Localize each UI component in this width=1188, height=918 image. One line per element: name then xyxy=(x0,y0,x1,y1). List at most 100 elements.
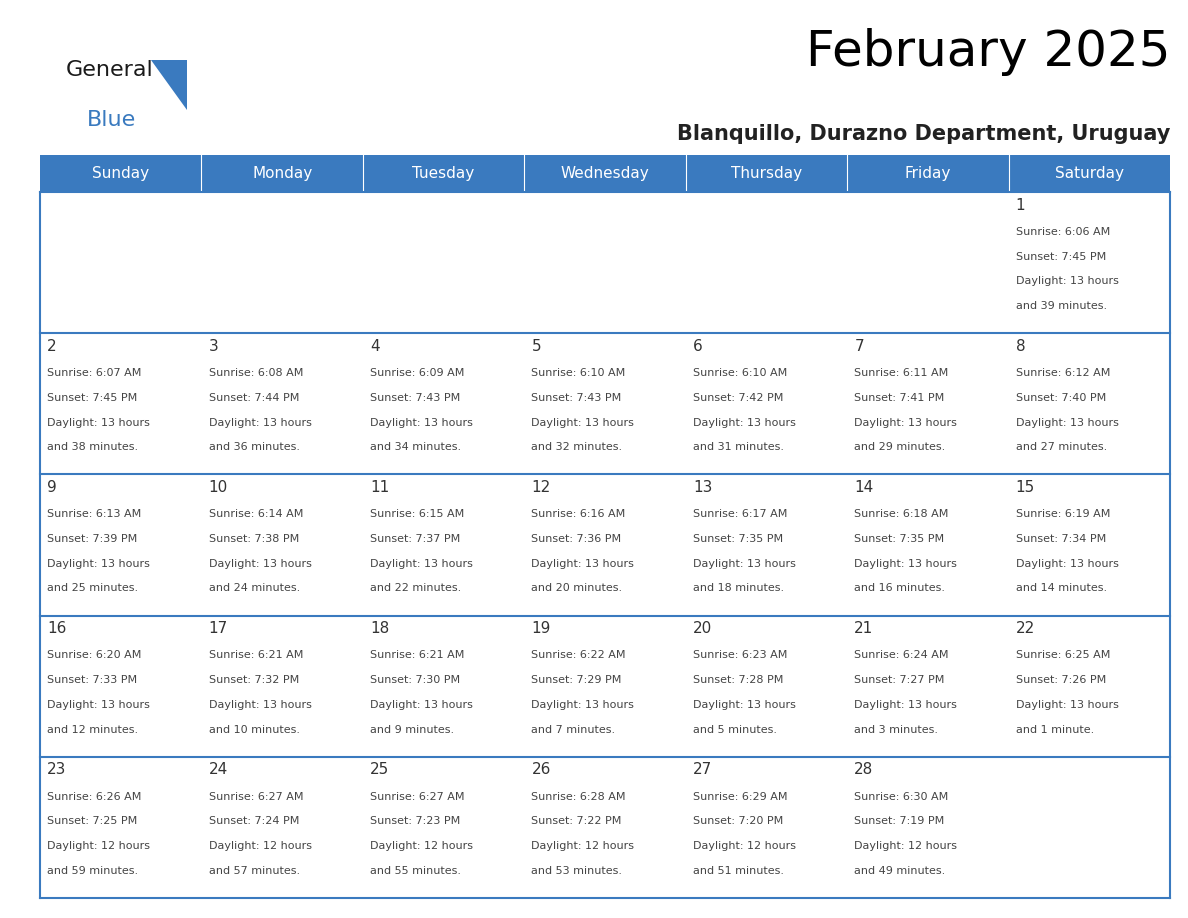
Text: 13: 13 xyxy=(693,480,713,495)
Bar xyxy=(524,192,685,333)
Text: Sunset: 7:29 PM: Sunset: 7:29 PM xyxy=(531,676,621,685)
Bar xyxy=(40,333,202,475)
Text: 7: 7 xyxy=(854,339,864,353)
Text: and 1 minute.: and 1 minute. xyxy=(1016,724,1094,734)
Bar xyxy=(1009,616,1170,756)
Text: Sunrise: 6:06 AM: Sunrise: 6:06 AM xyxy=(1016,227,1110,237)
Text: and 49 minutes.: and 49 minutes. xyxy=(854,866,946,876)
Text: and 12 minutes.: and 12 minutes. xyxy=(48,724,138,734)
Text: Sunrise: 6:30 AM: Sunrise: 6:30 AM xyxy=(854,791,948,801)
Text: Sunrise: 6:26 AM: Sunrise: 6:26 AM xyxy=(48,791,141,801)
Text: 1: 1 xyxy=(1016,197,1025,212)
Text: and 39 minutes.: and 39 minutes. xyxy=(1016,301,1107,311)
Text: Daylight: 13 hours: Daylight: 13 hours xyxy=(854,418,958,428)
Text: Daylight: 13 hours: Daylight: 13 hours xyxy=(854,559,958,569)
Text: and 18 minutes.: and 18 minutes. xyxy=(693,584,784,593)
Bar xyxy=(202,192,362,333)
Text: and 9 minutes.: and 9 minutes. xyxy=(369,724,454,734)
Text: February 2025: February 2025 xyxy=(805,28,1170,75)
Bar xyxy=(524,155,685,192)
Bar xyxy=(524,475,685,616)
Text: Daylight: 13 hours: Daylight: 13 hours xyxy=(854,700,958,710)
Bar xyxy=(1009,333,1170,475)
Bar xyxy=(40,192,202,333)
Text: Sunrise: 6:24 AM: Sunrise: 6:24 AM xyxy=(854,651,949,660)
Text: 22: 22 xyxy=(1016,621,1035,636)
Text: and 16 minutes.: and 16 minutes. xyxy=(854,584,946,593)
Text: and 3 minutes.: and 3 minutes. xyxy=(854,724,939,734)
Text: and 7 minutes.: and 7 minutes. xyxy=(531,724,615,734)
Text: Sunset: 7:35 PM: Sunset: 7:35 PM xyxy=(693,534,783,544)
Text: Daylight: 13 hours: Daylight: 13 hours xyxy=(369,418,473,428)
Text: 28: 28 xyxy=(854,762,873,778)
Text: 15: 15 xyxy=(1016,480,1035,495)
Text: Sunrise: 6:22 AM: Sunrise: 6:22 AM xyxy=(531,651,626,660)
Text: Sunrise: 6:23 AM: Sunrise: 6:23 AM xyxy=(693,651,788,660)
Text: and 20 minutes.: and 20 minutes. xyxy=(531,584,623,593)
Text: Sunrise: 6:28 AM: Sunrise: 6:28 AM xyxy=(531,791,626,801)
Text: Daylight: 12 hours: Daylight: 12 hours xyxy=(48,841,150,851)
Text: Sunset: 7:24 PM: Sunset: 7:24 PM xyxy=(209,816,299,826)
Text: Daylight: 13 hours: Daylight: 13 hours xyxy=(531,559,634,569)
Text: and 32 minutes.: and 32 minutes. xyxy=(531,442,623,453)
Text: Sunrise: 6:09 AM: Sunrise: 6:09 AM xyxy=(369,368,465,378)
Bar xyxy=(524,756,685,898)
Text: Sunset: 7:43 PM: Sunset: 7:43 PM xyxy=(369,393,460,403)
Text: Friday: Friday xyxy=(905,166,952,181)
Text: Saturday: Saturday xyxy=(1055,166,1124,181)
Text: and 24 minutes.: and 24 minutes. xyxy=(209,584,299,593)
Bar xyxy=(847,756,1009,898)
Text: 4: 4 xyxy=(369,339,380,353)
Text: 18: 18 xyxy=(369,621,390,636)
Bar xyxy=(202,475,362,616)
Text: 11: 11 xyxy=(369,480,390,495)
Text: Thursday: Thursday xyxy=(731,166,802,181)
Bar xyxy=(1009,192,1170,333)
Bar xyxy=(40,756,202,898)
Text: Sunset: 7:36 PM: Sunset: 7:36 PM xyxy=(531,534,621,544)
Text: Sunrise: 6:15 AM: Sunrise: 6:15 AM xyxy=(369,509,465,520)
Text: Sunset: 7:32 PM: Sunset: 7:32 PM xyxy=(209,676,299,685)
Text: Daylight: 13 hours: Daylight: 13 hours xyxy=(369,559,473,569)
Text: Sunrise: 6:07 AM: Sunrise: 6:07 AM xyxy=(48,368,141,378)
Bar xyxy=(524,333,685,475)
Text: and 55 minutes.: and 55 minutes. xyxy=(369,866,461,876)
Text: Sunset: 7:23 PM: Sunset: 7:23 PM xyxy=(369,816,460,826)
Polygon shape xyxy=(151,60,187,110)
Text: Sunrise: 6:14 AM: Sunrise: 6:14 AM xyxy=(209,509,303,520)
Text: 5: 5 xyxy=(531,339,541,353)
Text: Sunset: 7:37 PM: Sunset: 7:37 PM xyxy=(369,534,460,544)
Text: and 34 minutes.: and 34 minutes. xyxy=(369,442,461,453)
Text: Sunrise: 6:10 AM: Sunrise: 6:10 AM xyxy=(693,368,788,378)
Text: Sunrise: 6:20 AM: Sunrise: 6:20 AM xyxy=(48,651,141,660)
Text: and 31 minutes.: and 31 minutes. xyxy=(693,442,784,453)
Text: and 22 minutes.: and 22 minutes. xyxy=(369,584,461,593)
Text: and 14 minutes.: and 14 minutes. xyxy=(1016,584,1107,593)
Bar xyxy=(202,333,362,475)
Text: Blanquillo, Durazno Department, Uruguay: Blanquillo, Durazno Department, Uruguay xyxy=(677,124,1170,144)
Text: Sunrise: 6:11 AM: Sunrise: 6:11 AM xyxy=(854,368,948,378)
Text: 17: 17 xyxy=(209,621,228,636)
Text: Sunset: 7:38 PM: Sunset: 7:38 PM xyxy=(209,534,299,544)
Text: Sunrise: 6:18 AM: Sunrise: 6:18 AM xyxy=(854,509,949,520)
Text: Sunset: 7:33 PM: Sunset: 7:33 PM xyxy=(48,676,138,685)
Text: 23: 23 xyxy=(48,762,67,778)
Text: Sunset: 7:45 PM: Sunset: 7:45 PM xyxy=(48,393,138,403)
Bar xyxy=(202,155,362,192)
Text: Sunrise: 6:08 AM: Sunrise: 6:08 AM xyxy=(209,368,303,378)
Text: Daylight: 13 hours: Daylight: 13 hours xyxy=(1016,700,1119,710)
Text: Daylight: 13 hours: Daylight: 13 hours xyxy=(209,559,311,569)
Bar xyxy=(847,333,1009,475)
Text: Sunday: Sunday xyxy=(93,166,150,181)
Text: Sunset: 7:27 PM: Sunset: 7:27 PM xyxy=(854,676,944,685)
Text: Sunset: 7:43 PM: Sunset: 7:43 PM xyxy=(531,393,621,403)
Text: 27: 27 xyxy=(693,762,712,778)
Bar xyxy=(40,155,202,192)
Text: 19: 19 xyxy=(531,621,551,636)
Bar xyxy=(847,155,1009,192)
Text: Sunrise: 6:16 AM: Sunrise: 6:16 AM xyxy=(531,509,626,520)
Text: Sunrise: 6:21 AM: Sunrise: 6:21 AM xyxy=(209,651,303,660)
Text: Sunrise: 6:25 AM: Sunrise: 6:25 AM xyxy=(1016,651,1110,660)
Text: Sunset: 7:39 PM: Sunset: 7:39 PM xyxy=(48,534,138,544)
Text: 24: 24 xyxy=(209,762,228,778)
